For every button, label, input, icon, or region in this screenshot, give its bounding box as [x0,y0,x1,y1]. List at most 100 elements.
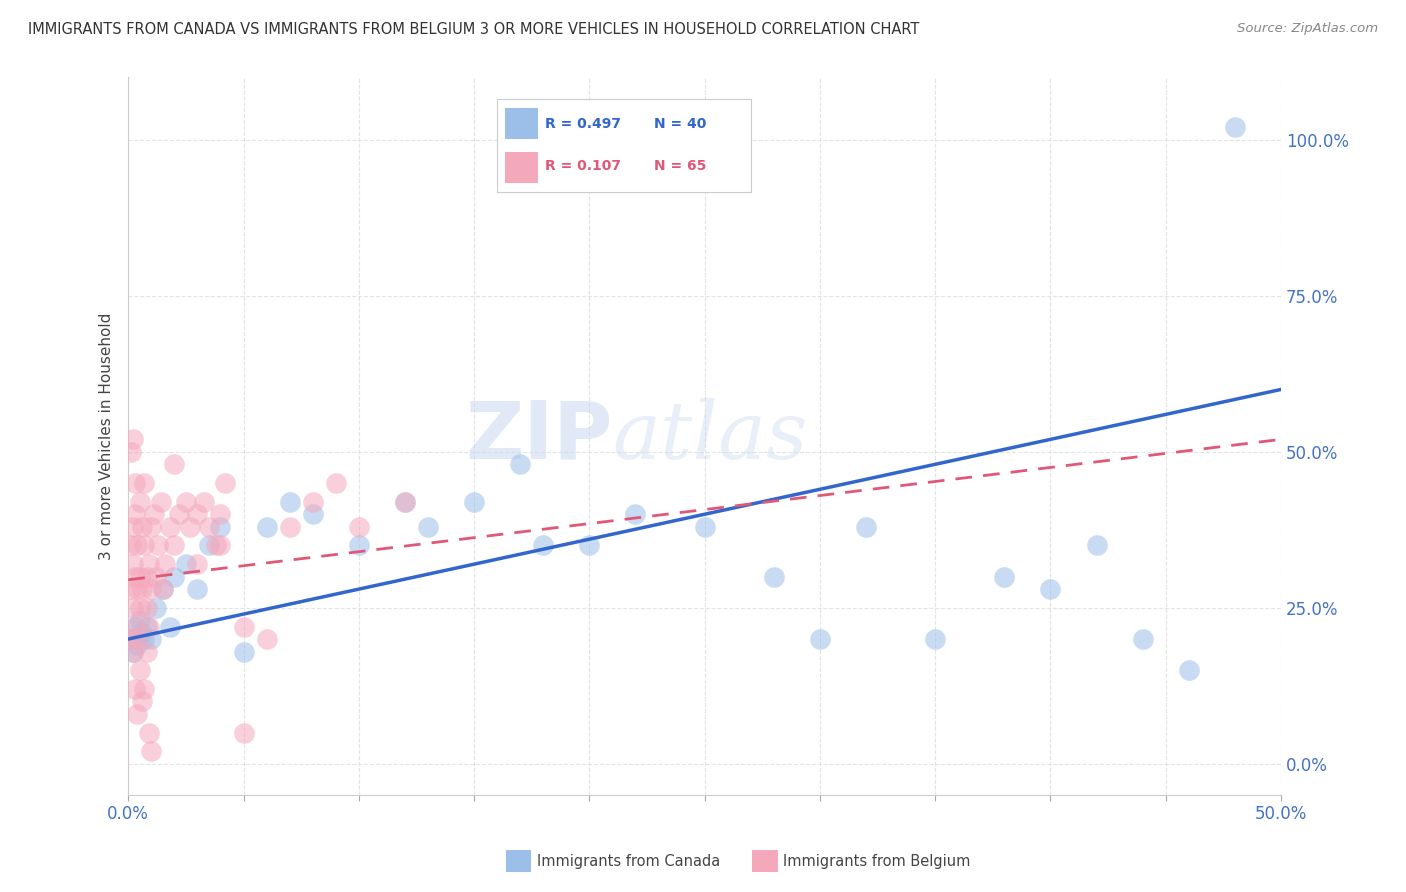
Point [301,508,323,522]
Point [205,538,228,552]
Point [209,520,232,534]
Point [256,520,278,534]
Point [578,538,600,552]
Point [134,538,156,552]
Point [148,538,170,552]
Point [1039,582,1062,596]
Point [128,613,150,627]
Point [131,694,153,708]
Point [924,632,946,646]
Point [1085,538,1108,552]
Point [124,569,146,583]
Point [135,569,157,583]
Point [134,681,156,696]
Point [762,569,785,583]
Point [152,582,174,596]
Text: Source: ZipAtlas.com: Source: ZipAtlas.com [1237,22,1378,36]
Point [141,744,163,758]
Point [209,508,232,522]
Point [624,508,647,522]
Point [121,644,143,658]
Point [131,582,153,596]
Point [167,508,190,522]
Point [120,632,142,646]
Point [193,495,215,509]
Point [1132,632,1154,646]
Point [141,520,163,534]
Point [693,520,716,534]
Point [855,520,877,534]
Point [278,520,301,534]
Point [186,582,208,596]
Point [141,632,163,646]
Text: atlas: atlas [613,398,808,475]
Point [163,569,186,583]
Point [325,476,347,491]
Point [347,520,370,534]
Point [179,520,201,534]
Point [131,625,153,640]
Text: IMMIGRANTS FROM CANADA VS IMMIGRANTS FROM BELGIUM 3 OR MORE VEHICLES IN HOUSEHOL: IMMIGRANTS FROM CANADA VS IMMIGRANTS FRO… [28,22,920,37]
Point [463,495,485,509]
Point [135,619,157,633]
Point [394,495,416,509]
Point [138,619,160,633]
Point [127,582,149,596]
Point [198,538,221,552]
Point [214,476,236,491]
Point [232,725,254,739]
Point [198,520,221,534]
Point [121,433,143,447]
Point [120,582,142,596]
Point [209,538,232,552]
Point [232,619,254,633]
Point [128,569,150,583]
Point [128,600,150,615]
Point [163,458,186,472]
Point [145,600,167,615]
Point [153,557,176,571]
Point [186,557,208,571]
Point [135,644,157,658]
Point [1177,663,1199,677]
Point [121,600,143,615]
Point [121,557,143,571]
Text: Immigrants from Canada: Immigrants from Canada [537,855,720,869]
Point [163,538,186,552]
Y-axis label: 3 or more Vehicles in Household: 3 or more Vehicles in Household [100,312,114,560]
Point [347,538,370,552]
Point [149,495,172,509]
Point [135,600,157,615]
Point [124,508,146,522]
Point [301,495,323,509]
Point [127,706,149,721]
Point [138,557,160,571]
Point [1223,120,1246,135]
Point [394,495,416,509]
Text: ZIP: ZIP [465,397,613,475]
Point [416,520,439,534]
Point [134,476,156,491]
Point [124,619,146,633]
Point [993,569,1015,583]
Point [120,538,142,552]
Text: Immigrants from Belgium: Immigrants from Belgium [783,855,970,869]
Point [128,663,150,677]
Point [159,619,181,633]
Point [124,681,146,696]
Point [142,508,165,522]
Point [131,520,153,534]
Point [127,638,149,652]
Point [808,632,831,646]
Point [138,725,160,739]
Point [174,495,197,509]
Point [256,632,278,646]
Point [124,619,146,633]
Point [121,520,143,534]
Point [120,445,142,459]
Point [120,632,142,646]
Point [174,557,197,571]
Point [232,644,254,658]
Point [121,644,143,658]
Point [127,538,149,552]
